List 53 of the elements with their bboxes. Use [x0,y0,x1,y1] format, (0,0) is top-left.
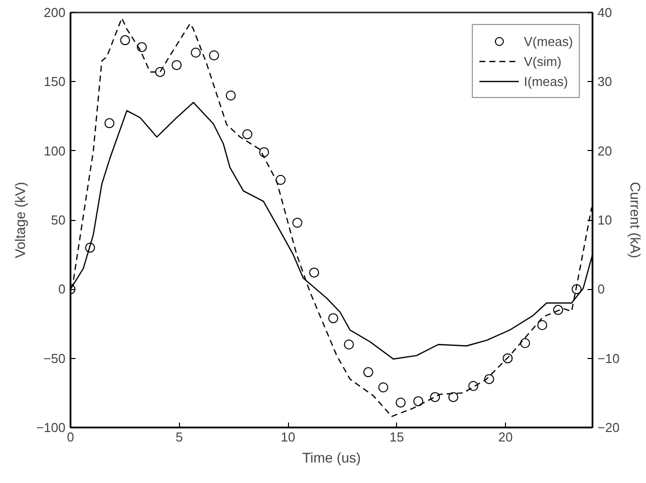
point [276,174,286,185]
point [378,382,388,392]
y-tick-label: 50 [51,212,66,228]
x-tick-label: 15 [390,430,404,444]
x-tick-label: 5 [176,430,183,444]
x-axis-title: Time (us) [302,450,361,466]
point [553,304,564,315]
y2-tick-label: −20 [598,420,620,435]
point [104,118,114,128]
legend-label: I(meas) [524,74,568,88]
y-tick-label: −50 [43,350,66,366]
point [344,340,354,350]
point [363,367,374,378]
point [136,42,147,52]
point [396,398,406,408]
y2-tick-label: −10 [598,350,620,366]
point [120,35,130,46]
legend-label: V(meas) [524,34,573,48]
y-tick-label: 150 [44,74,66,90]
point [259,147,270,158]
point [190,48,201,58]
point [155,66,166,77]
point [502,353,513,364]
y2-tick-label: 0 [598,282,605,297]
y2-tick-label: 10 [598,212,612,228]
x-tick-label: 10 [280,430,296,444]
point [309,268,320,278]
point [242,129,252,140]
point [448,392,458,402]
y2-tick-label: 20 [598,143,612,158]
y-axis-title: Voltage (kV) [12,182,28,258]
y2-tick-label: 30 [598,74,612,90]
point [572,284,582,294]
legend-label: V(sim) [524,54,562,68]
y-tick-label: 200 [44,5,66,20]
point [328,313,338,324]
point [209,50,220,60]
point [85,242,96,253]
point [520,338,530,348]
y-tick-label: 100 [44,143,66,158]
point [537,320,548,330]
point [484,374,494,384]
y-tick-label: −100 [36,420,66,435]
x-tick-label: 20 [498,430,513,444]
y2-tick-label: 40 [598,5,612,20]
point [430,392,440,402]
point [292,218,302,228]
y2-axis-title: Current (kA) [628,182,644,258]
point [226,90,236,100]
point [468,381,478,391]
point [413,396,424,406]
point [172,60,182,70]
y-tick-label: 0 [58,282,66,297]
